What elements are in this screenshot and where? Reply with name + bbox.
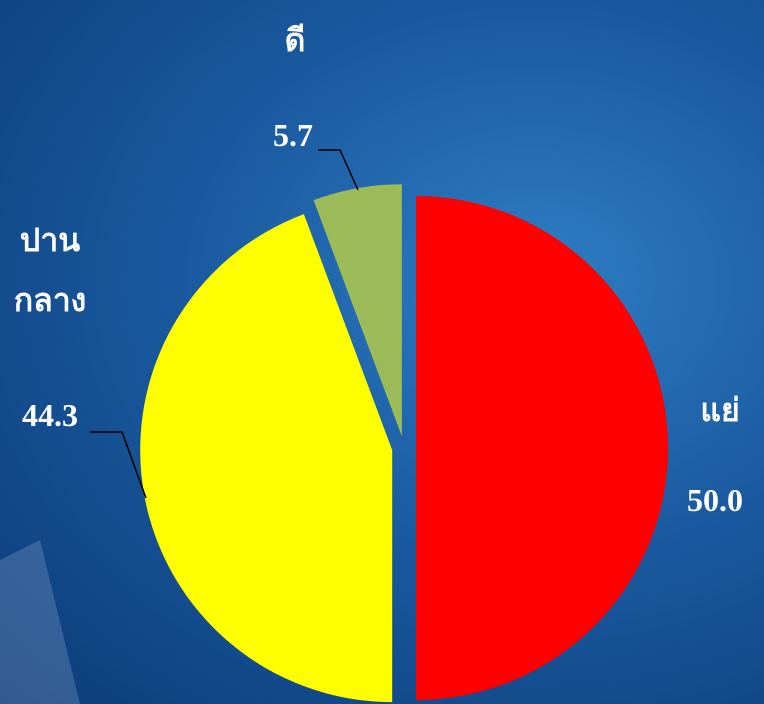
value-label: 5.7 [258, 105, 328, 165]
background-shape [0, 540, 80, 704]
chart [0, 0, 764, 704]
category-label: ปานกลาง [0, 210, 100, 330]
value-label: 44.3 [0, 385, 100, 445]
value-label: 50.0 [660, 470, 764, 530]
category-label: แย่ [680, 380, 760, 440]
slide: แย่ 50.0 ปานกลาง 44.3 ดี 5.7 [0, 0, 764, 704]
category-label: ดี [250, 10, 340, 70]
pie-slice [416, 196, 668, 700]
